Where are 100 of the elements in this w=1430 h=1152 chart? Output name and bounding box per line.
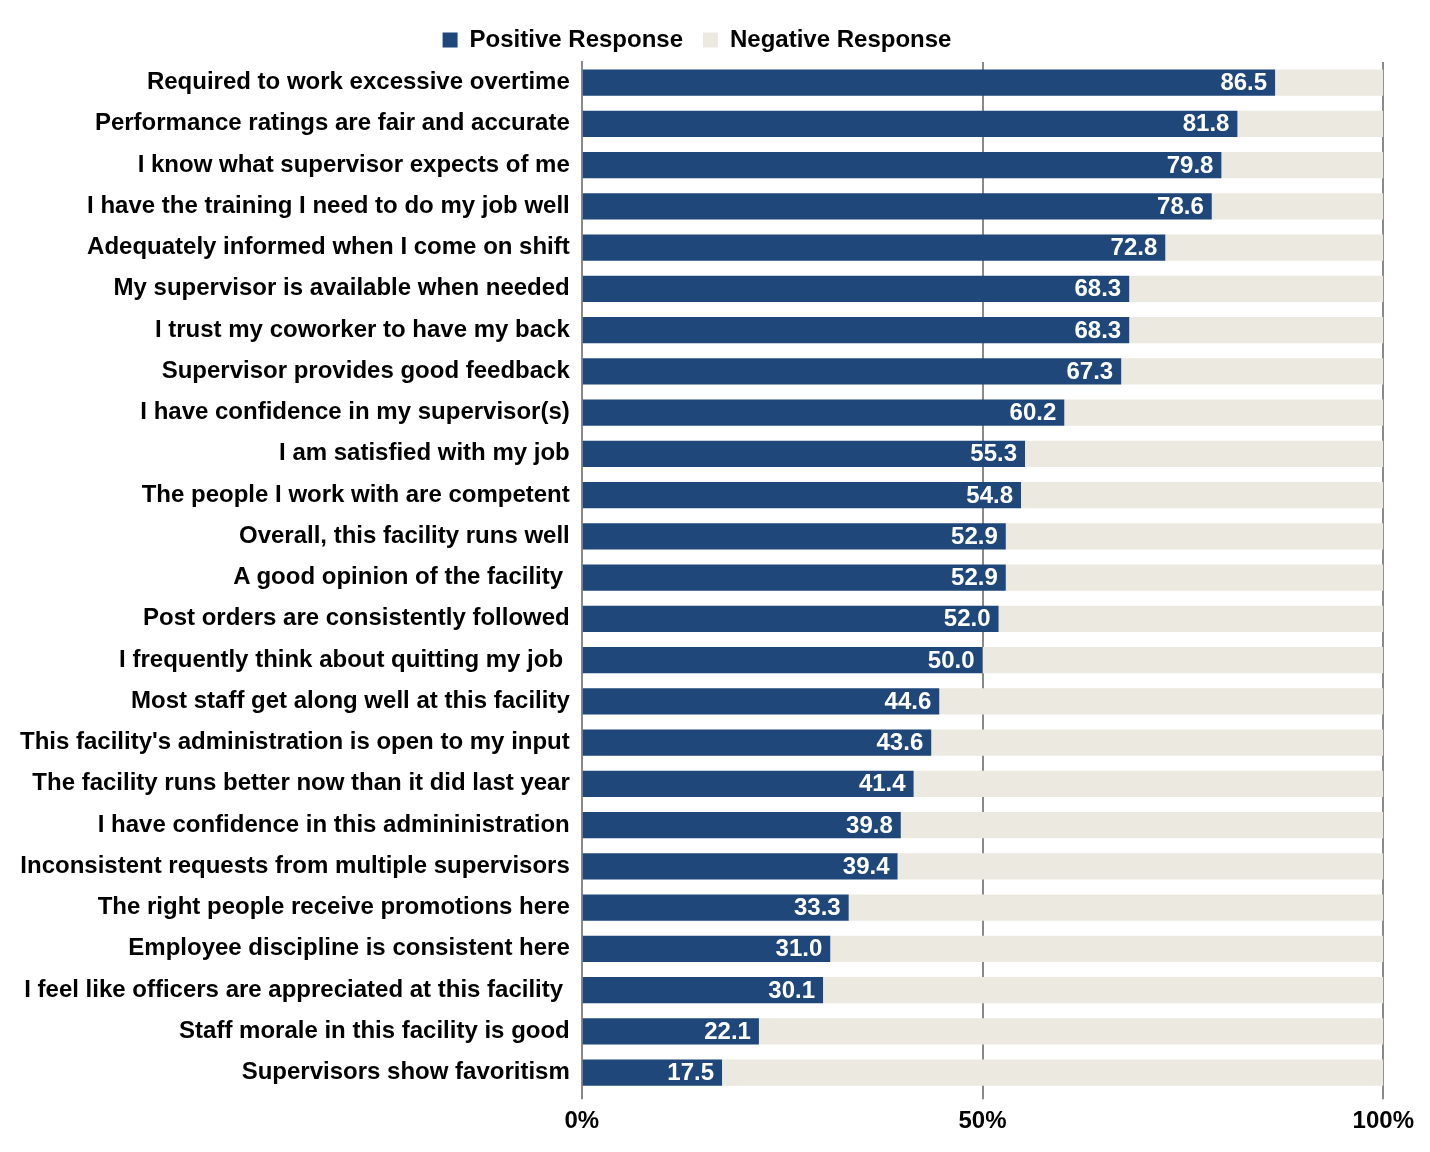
bar <box>582 605 999 633</box>
bar <box>582 110 1238 138</box>
data-label: 52.0 <box>943 604 991 632</box>
bar <box>1275 69 1384 96</box>
data-label: 22.1 <box>704 1016 751 1044</box>
y-tick-label: Required to work excessive overtime <box>146 67 570 95</box>
bar <box>1165 234 1384 261</box>
legend-label: Negative Response <box>730 24 952 52</box>
data-label: 30.1 <box>768 975 816 1003</box>
y-tick-label: I have the training I need to do my job well <box>87 190 570 218</box>
y-tick-label: Most staff get along well at this facility <box>131 685 571 713</box>
data-label: 39.8 <box>846 810 893 838</box>
bar <box>1129 275 1384 303</box>
data-label: 31.0 <box>775 934 823 962</box>
bar <box>582 523 1006 550</box>
y-tick-label: Post orders are consistently followed <box>142 603 570 631</box>
bar <box>1121 358 1384 385</box>
bar <box>823 976 1384 1004</box>
y-tick-label: My supervisor is available when needed <box>113 273 570 301</box>
data-label: 55.3 <box>970 439 1018 467</box>
bar <box>582 316 1130 344</box>
y-tick-label: I have confidence in this admininistration <box>97 809 570 837</box>
data-label: 50.0 <box>927 645 975 673</box>
bar <box>1005 564 1384 591</box>
bar <box>758 1018 1384 1045</box>
y-tick-label: Performance ratings are fair and accurate <box>94 108 570 136</box>
bar <box>848 894 1384 921</box>
y-tick-label: I frequently think about quitting my job <box>119 644 570 672</box>
data-label: 78.6 <box>1157 191 1204 219</box>
bar <box>1221 151 1384 179</box>
bar <box>582 1059 723 1086</box>
data-label: 41.4 <box>858 769 907 797</box>
bar <box>582 811 901 839</box>
bar <box>582 770 914 798</box>
y-tick-label: Employee discipline is consistent here <box>128 933 570 961</box>
bar <box>582 564 1006 591</box>
bar <box>582 729 932 756</box>
bar <box>913 770 1384 798</box>
bar <box>1064 399 1384 426</box>
bar <box>582 193 1212 220</box>
data-label: 60.2 <box>1009 398 1057 426</box>
y-tick-label: The right people receive promotions here <box>97 892 570 920</box>
y-tick-label: Inconsistent requests from multiple supervisors <box>20 850 570 878</box>
bar <box>582 894 849 921</box>
x-tick-label: 0% <box>564 1106 600 1134</box>
y-tick-label: I trust my coworker to have my back <box>154 314 571 342</box>
data-label: 81.8 <box>1182 109 1230 137</box>
bar <box>582 646 983 674</box>
data-label: 17.5 <box>667 1058 715 1086</box>
data-label: 68.3 <box>1074 315 1122 343</box>
bar <box>722 1059 1384 1086</box>
bar <box>582 275 1130 303</box>
bar <box>582 1018 759 1045</box>
bar <box>998 605 1384 633</box>
bar <box>982 646 1384 674</box>
data-label: 44.6 <box>884 686 932 714</box>
legend-label: Positive Response <box>469 24 684 52</box>
y-tick-label: Supervisor provides good feedback <box>161 355 571 383</box>
data-label: 39.4 <box>842 851 891 879</box>
bar <box>1025 440 1384 468</box>
bar <box>830 935 1384 963</box>
data-label: 33.3 <box>793 893 841 921</box>
bar <box>582 234 1166 261</box>
y-tick-label: The people I work with are competent <box>141 479 570 507</box>
data-label: 79.8 <box>1166 150 1214 178</box>
bar <box>582 935 831 963</box>
bar <box>582 358 1122 385</box>
y-tick-label: Overall, this facility runs well <box>238 520 570 548</box>
y-tick-label: Adequately informed when I come on shift <box>87 232 570 260</box>
y-tick-label: This facility's administration is open to my input <box>19 727 570 755</box>
data-label: 52.9 <box>951 521 998 549</box>
y-tick-label: I know what supervisor expects of me <box>137 149 570 177</box>
bar <box>931 729 1384 756</box>
y-tick-label: I am satisfied with my job <box>279 438 570 466</box>
bar <box>582 481 1022 509</box>
bar <box>900 811 1384 839</box>
data-label: 86.5 <box>1220 68 1268 96</box>
bar <box>897 853 1384 880</box>
x-tick-label: 50% <box>958 1106 1007 1134</box>
y-tick-label: I feel like officers are appreciated at this facility <box>24 974 570 1002</box>
bar <box>582 151 1222 179</box>
bar <box>1005 523 1384 550</box>
bar <box>1129 316 1384 344</box>
bar <box>582 688 940 715</box>
y-tick-label: The facility runs better now than it did last year <box>32 768 570 796</box>
bar <box>582 853 898 880</box>
data-label: 54.8 <box>966 480 1014 508</box>
bar <box>582 69 1276 96</box>
data-label: 68.3 <box>1074 274 1122 302</box>
bar <box>1211 193 1384 220</box>
bar <box>939 688 1384 715</box>
y-tick-label: A good opinion of the facility <box>233 562 570 590</box>
bar <box>1021 481 1384 509</box>
data-label: 67.3 <box>1066 356 1114 384</box>
data-label: 52.9 <box>951 563 998 591</box>
data-label: 72.8 <box>1110 233 1158 261</box>
y-tick-label: Supervisors show favoritism <box>241 1057 570 1085</box>
y-tick-label: I have confidence in my supervisor(s) <box>140 397 570 425</box>
bar <box>1237 110 1384 138</box>
y-tick-label: Staff morale in this facility is good <box>179 1015 570 1043</box>
